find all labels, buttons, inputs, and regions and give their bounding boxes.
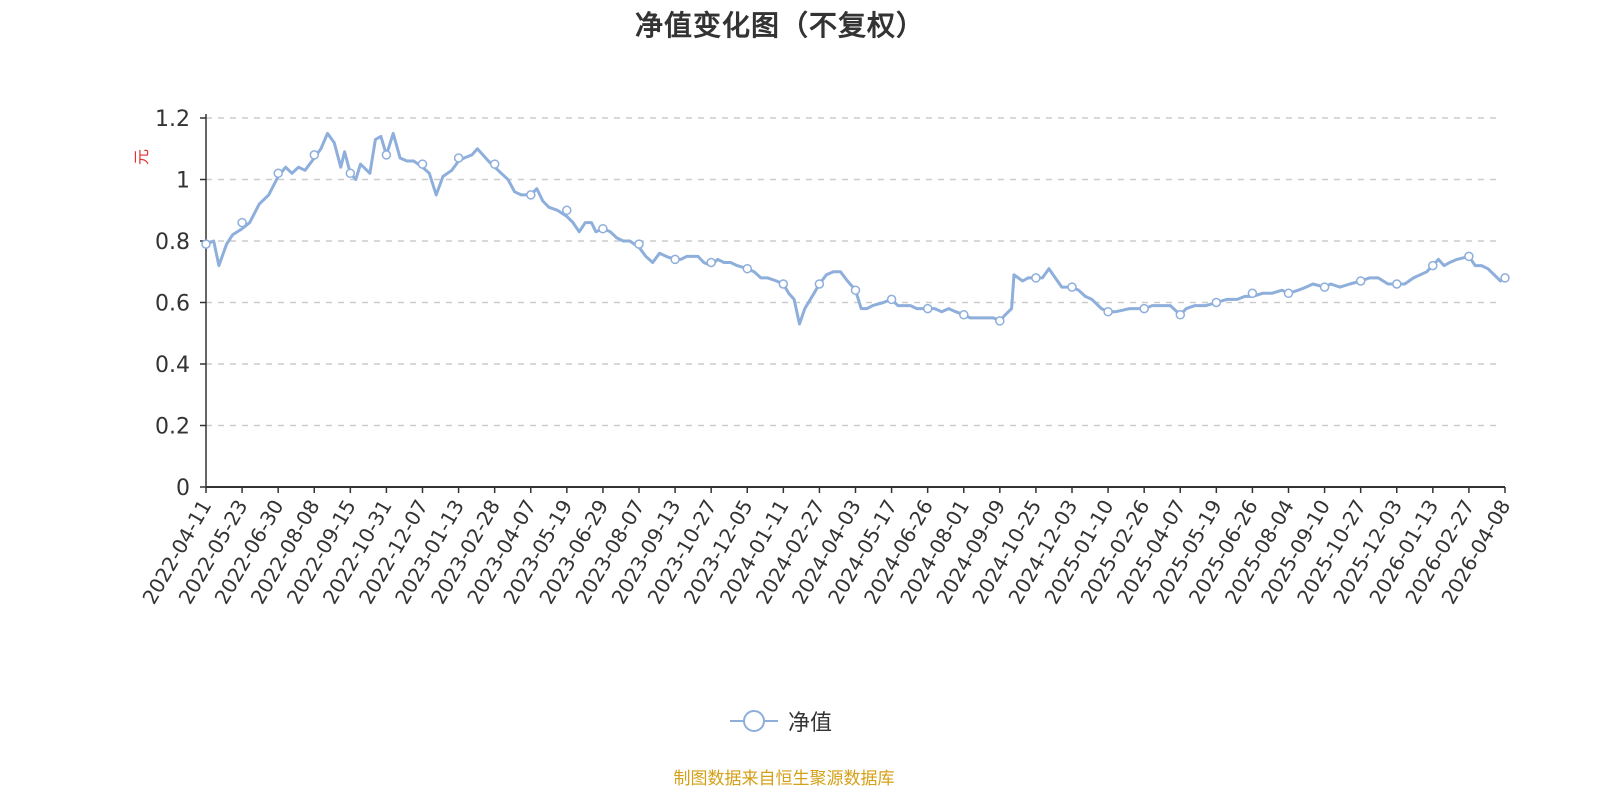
data-point — [922, 303, 933, 314]
data-point — [670, 254, 680, 265]
data-point — [201, 239, 211, 249]
data-point — [1175, 310, 1186, 320]
data-point — [1319, 282, 1330, 292]
data-point — [1139, 303, 1149, 314]
chart-title: 净值变化图（不复权） — [634, 9, 925, 42]
source-note: 制图数据来自恒生聚源数据库 — [673, 769, 895, 789]
data-point — [778, 279, 789, 289]
y-tick-label: 0.4 — [155, 353, 190, 378]
data-point — [1103, 306, 1113, 317]
data-point — [634, 239, 644, 249]
legend-series-label: 净值 — [788, 711, 833, 736]
y-tick-label: 1.2 — [155, 107, 190, 132]
data-point — [1392, 279, 1402, 289]
data-point — [273, 168, 283, 179]
data-point — [526, 190, 536, 200]
data-point — [1067, 282, 1077, 292]
data-point — [850, 285, 861, 295]
y-tick-label: 0.2 — [155, 415, 190, 440]
data-point — [345, 168, 356, 179]
data-point — [742, 263, 753, 274]
data-point — [1464, 251, 1474, 262]
data-point — [1211, 297, 1222, 308]
y-axis-label: 元 — [132, 149, 151, 165]
data-point — [489, 159, 500, 169]
y-tick-label: 0.8 — [155, 230, 190, 255]
data-point — [706, 257, 716, 268]
data-point — [237, 217, 247, 228]
data-point — [1355, 276, 1366, 286]
data-point — [562, 205, 572, 216]
data-point — [1283, 288, 1294, 299]
data-point — [886, 294, 897, 305]
data-point — [814, 279, 825, 289]
series-line-净值 — [204, 131, 1507, 326]
legend-series-icon — [730, 710, 778, 732]
y-tick-label: 1 — [176, 169, 190, 194]
data-point — [1500, 273, 1510, 283]
data-point — [309, 150, 320, 160]
data-point — [995, 316, 1005, 326]
data-point — [417, 159, 428, 169]
data-point — [381, 150, 392, 160]
data-point — [1247, 288, 1258, 299]
data-point — [598, 223, 608, 234]
data-point — [959, 310, 969, 320]
y-tick-label: 0.6 — [155, 292, 190, 317]
data-point — [453, 153, 464, 163]
legend[interactable]: 净值 — [730, 704, 832, 738]
y-tick-label: 0 — [176, 476, 190, 501]
data-point — [1428, 260, 1438, 271]
data-point — [1031, 273, 1041, 283]
